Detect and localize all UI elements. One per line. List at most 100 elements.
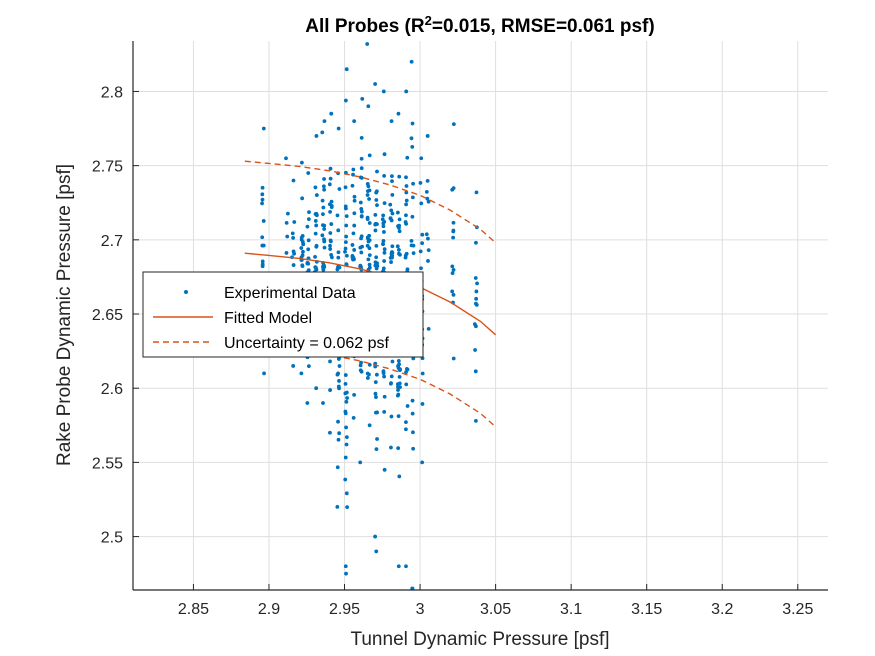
data-point <box>450 271 455 276</box>
data-point <box>329 222 334 226</box>
data-point <box>328 243 332 248</box>
data-point <box>382 467 387 472</box>
chart-title: All Probes (R2=0.015, RMSE=0.061 psf) <box>305 13 654 37</box>
data-point <box>343 409 348 414</box>
data-point <box>328 388 332 392</box>
data-point <box>305 224 310 229</box>
data-point <box>474 301 478 306</box>
data-point <box>396 392 401 397</box>
data-point <box>410 195 415 200</box>
data-point <box>381 89 386 94</box>
data-point <box>306 247 311 252</box>
data-point <box>300 196 305 201</box>
data-point <box>409 136 414 141</box>
data-point <box>389 119 394 124</box>
data-point <box>418 249 423 254</box>
data-point <box>314 193 319 197</box>
legend-marker <box>184 290 188 294</box>
data-point <box>292 251 297 256</box>
data-point <box>390 211 395 216</box>
data-point <box>359 234 364 239</box>
data-point <box>358 363 363 368</box>
data-point <box>301 249 305 254</box>
data-point <box>359 175 364 180</box>
data-point <box>373 212 378 217</box>
data-point <box>390 179 394 184</box>
y-tick-label: 2.6 <box>101 381 123 398</box>
data-point <box>352 194 357 199</box>
data-point <box>313 254 317 259</box>
y-tick-label: 2.7 <box>101 233 123 250</box>
data-point <box>306 268 311 273</box>
data-point <box>314 386 319 391</box>
data-point <box>365 193 370 197</box>
data-point <box>336 371 341 376</box>
data-point <box>300 253 305 258</box>
data-point <box>299 371 304 376</box>
data-point <box>360 96 365 101</box>
data-point <box>291 236 296 240</box>
data-point <box>328 231 333 235</box>
data-point <box>367 372 371 377</box>
x-tick-label: 2.95 <box>329 601 360 618</box>
data-point <box>420 371 425 376</box>
data-point <box>474 240 478 245</box>
data-point <box>374 243 379 248</box>
data-point <box>374 372 379 377</box>
data-point <box>260 259 265 264</box>
legend-label: Fitted Model <box>224 310 312 327</box>
data-point <box>314 244 319 249</box>
data-point <box>344 435 349 440</box>
data-point <box>404 251 409 256</box>
data-point <box>382 201 387 206</box>
data-point <box>328 176 333 181</box>
data-point <box>396 358 401 363</box>
data-point <box>328 239 333 244</box>
data-point <box>285 211 290 216</box>
data-point <box>451 356 456 361</box>
x-tick-label: 3 <box>416 601 425 618</box>
data-point <box>374 395 378 399</box>
data-point <box>359 156 364 161</box>
data-point <box>260 185 265 190</box>
data-point <box>374 255 379 260</box>
data-point <box>410 214 415 219</box>
data-point <box>344 425 348 430</box>
data-point <box>473 369 478 374</box>
data-point <box>419 266 423 271</box>
data-point <box>389 374 394 379</box>
uncertainty-line <box>244 160 497 244</box>
data-point <box>291 364 296 368</box>
data-point <box>343 564 348 569</box>
data-point <box>313 219 318 223</box>
data-point <box>365 217 370 222</box>
data-point <box>450 289 455 294</box>
data-point <box>306 171 311 175</box>
data-point <box>260 235 265 240</box>
data-point <box>411 251 416 256</box>
data-point <box>335 505 340 509</box>
data-point <box>261 243 266 248</box>
data-point <box>418 181 423 185</box>
data-point <box>419 201 424 206</box>
data-point <box>328 210 332 214</box>
data-point <box>398 385 402 390</box>
data-point <box>290 231 295 236</box>
data-point <box>390 359 395 364</box>
data-point <box>374 410 378 415</box>
data-point <box>367 221 372 225</box>
data-point <box>359 214 364 218</box>
data-point <box>374 198 379 202</box>
data-point <box>337 379 341 383</box>
data-point <box>411 430 415 435</box>
data-point <box>322 187 327 192</box>
y-tick-label: 2.8 <box>101 84 123 101</box>
data-point <box>359 209 364 214</box>
data-point <box>285 234 290 239</box>
data-point <box>373 228 378 233</box>
data-point <box>335 465 340 470</box>
data-point <box>420 402 425 406</box>
data-point <box>320 130 325 135</box>
data-point <box>426 326 431 331</box>
data-point <box>397 229 402 234</box>
